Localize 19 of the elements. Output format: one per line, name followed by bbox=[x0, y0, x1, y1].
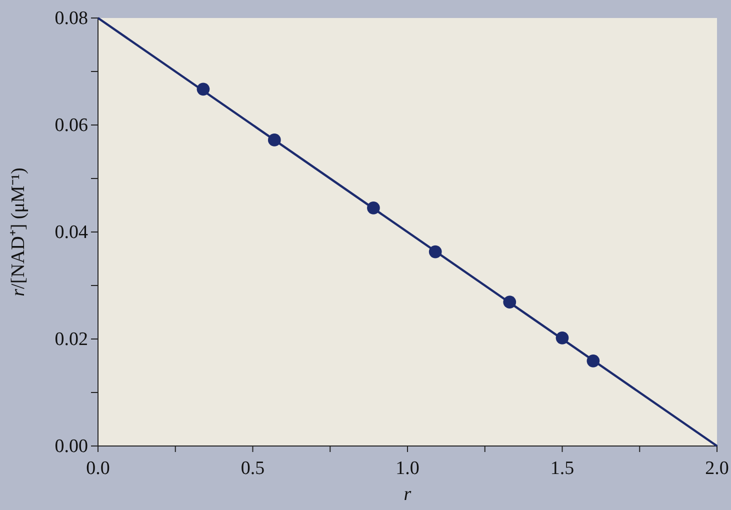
x-axis-title: r bbox=[404, 484, 412, 505]
y-tick-label: 0.00 bbox=[54, 436, 88, 458]
x-tick-label: 0.5 bbox=[240, 458, 265, 479]
point bbox=[586, 354, 600, 368]
y-tick-label: 0.06 bbox=[54, 115, 88, 136]
x-tick-label: 1.5 bbox=[550, 458, 574, 479]
x-tick-label: 2.0 bbox=[705, 458, 729, 479]
point bbox=[556, 332, 569, 344]
x-tick-label: 0.0 bbox=[86, 458, 110, 479]
y-tick-label: 0.08 bbox=[54, 8, 88, 30]
point bbox=[503, 296, 516, 309]
point bbox=[367, 202, 380, 214]
y-axis-title: r/[NAD⁺] (μM⁻¹) bbox=[8, 168, 29, 296]
point bbox=[428, 245, 442, 258]
x-tick-label: 1.0 bbox=[396, 458, 420, 479]
y-tick-label: 0.02 bbox=[54, 329, 88, 350]
point bbox=[268, 134, 281, 146]
point bbox=[196, 82, 210, 96]
y-tick-label: 0.04 bbox=[54, 222, 88, 244]
